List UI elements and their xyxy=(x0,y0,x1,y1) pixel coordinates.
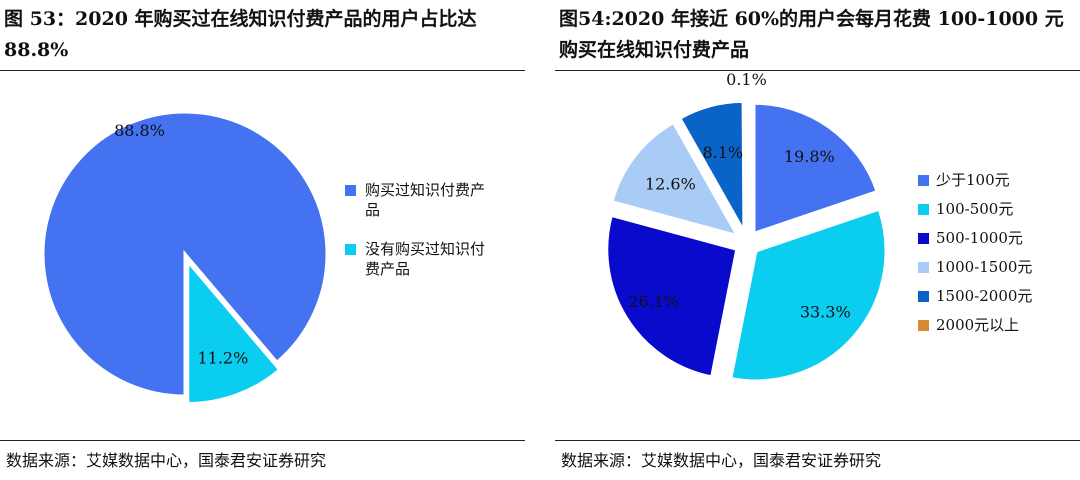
pie-slice-value-label: 19.8% xyxy=(784,147,835,166)
legend-swatch xyxy=(918,262,929,273)
left-chart-title: 图 53：2020 年购买过在线知识付费产品的用户占比达 88.8% xyxy=(4,8,477,61)
pie-slice-value-label: 33.3% xyxy=(800,303,851,322)
legend-item: 2000元以上 xyxy=(918,315,1078,335)
legend-swatch xyxy=(345,244,356,255)
pie-slice xyxy=(186,257,282,406)
left-legend: 购买过知识付费产品 没有购买过知识付费产品 xyxy=(345,180,515,298)
left-pie-chart: 88.8% 11.2% xyxy=(41,110,329,406)
legend-item: 100-500元 xyxy=(918,199,1078,219)
legend-label: 2000元以上 xyxy=(936,316,1020,334)
legend-swatch xyxy=(918,233,929,244)
right-chart-panel: 图54:2020 年接近 60%的用户会每月花费 100-1000 元购买在线知… xyxy=(555,0,1080,480)
legend-label: 100-500元 xyxy=(936,200,1014,218)
pie-slice-value-label: 12.6% xyxy=(645,175,696,194)
pie-slice xyxy=(744,99,749,232)
legend-item: 500-1000元 xyxy=(918,228,1078,248)
legend-item: 1500-2000元 xyxy=(918,286,1078,306)
left-chart-panel: 图 53：2020 年购买过在线知识付费产品的用户占比达 88.8% 88.8%… xyxy=(0,0,525,480)
legend-swatch xyxy=(918,175,929,186)
right-pie-chart: 19.8% 33.3% 26.1% 12.6% 8.1% 0.1% xyxy=(605,71,888,383)
right-source-divider xyxy=(555,440,1080,441)
legend-item: 1000-1500元 xyxy=(918,257,1078,277)
pie-slice-value-label: 11.2% xyxy=(197,348,248,367)
pie-slice xyxy=(41,110,329,398)
pie-slice xyxy=(610,120,741,239)
pie-slice xyxy=(605,213,739,379)
pie-slice-value-label: 88.8% xyxy=(114,121,165,140)
pie-slice xyxy=(752,101,880,236)
legend-swatch xyxy=(918,291,929,302)
legend-label: 少于100元 xyxy=(936,171,1010,189)
right-chart-title: 图54:2020 年接近 60%的用户会每月花费 100-1000 元购买在线知… xyxy=(559,8,1064,61)
left-source-note: 数据来源：艾媒数据中心，国泰君安证券研究 xyxy=(6,451,327,470)
legend-item: 购买过知识付费产品 xyxy=(345,180,515,220)
legend-swatch xyxy=(345,185,356,196)
pie-slice-value-label: 0.1% xyxy=(726,71,767,89)
right-legend: 少于100元 100-500元 500-1000元 1000-1500元 1500-20… xyxy=(918,170,1078,344)
pie-slice-value-label: 26.1% xyxy=(628,292,679,311)
legend-label: 1500-2000元 xyxy=(936,287,1033,305)
right-title-divider xyxy=(555,70,1080,71)
pie-slice-value-label: 8.1% xyxy=(702,143,743,162)
legend-item: 少于100元 xyxy=(918,170,1078,190)
left-source-divider xyxy=(0,440,525,441)
legend-label: 购买过知识付费产品 xyxy=(365,181,486,219)
right-source-note: 数据来源：艾媒数据中心，国泰君安证券研究 xyxy=(561,451,882,470)
legend-item: 没有购买过知识付费产品 xyxy=(345,239,515,279)
legend-label: 500-1000元 xyxy=(936,229,1023,247)
legend-label: 1000-1500元 xyxy=(936,258,1033,276)
left-title-divider xyxy=(0,70,525,71)
pie-slice xyxy=(677,99,746,238)
legend-label: 没有购买过知识付费产品 xyxy=(365,240,486,278)
legend-swatch xyxy=(918,320,929,331)
legend-swatch xyxy=(918,204,929,215)
pie-slice xyxy=(729,207,888,383)
